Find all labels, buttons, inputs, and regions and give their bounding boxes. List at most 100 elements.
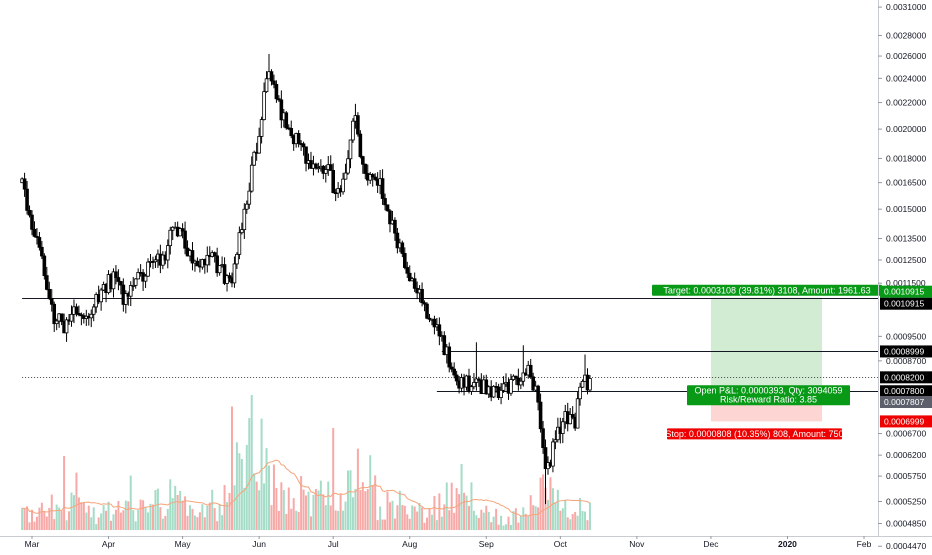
time-tick-label: Nov	[629, 539, 645, 549]
candle-body	[32, 228, 37, 237]
price-tick-label: 0.0008700	[886, 356, 926, 366]
candle	[356, 112, 360, 137]
price-tick-label: 0.0005750	[886, 471, 926, 481]
price-tick-label: 0.0016500	[886, 178, 926, 188]
candle	[442, 331, 447, 356]
volume-bar	[556, 489, 559, 530]
volume-bar	[45, 516, 48, 530]
volume-bar	[70, 492, 73, 530]
volume-bar	[68, 511, 71, 530]
price-label: 0.0010915	[880, 285, 932, 298]
candle	[383, 193, 387, 211]
volume-bar	[295, 510, 298, 530]
candle-body	[383, 198, 387, 206]
candle	[568, 407, 573, 425]
pnl-label-text: Open P&L: 0.0000393, Qty: 3094059	[694, 386, 842, 396]
candle	[99, 287, 103, 311]
candle-body	[153, 259, 158, 263]
time-axis[interactable]: Mar Apr May Jun Jul Aug Sep Oct Nov Dec 2020 Feb	[25, 536, 872, 549]
candle	[77, 305, 81, 317]
candle-body	[128, 285, 133, 297]
volume-bar	[514, 508, 517, 530]
volume-bar	[517, 522, 520, 530]
pnl-label-bg	[687, 385, 850, 406]
volume-bar	[240, 459, 243, 530]
candle	[146, 258, 150, 277]
price-tick-label: 0.0026000	[886, 51, 926, 61]
candle	[348, 139, 353, 169]
volume-bar	[312, 494, 315, 530]
candle	[422, 300, 427, 312]
candle-body	[190, 250, 195, 264]
candle	[578, 382, 582, 406]
candle	[432, 315, 437, 335]
volume-bar	[38, 507, 41, 530]
volume-bar	[258, 490, 261, 530]
volume-bar	[176, 494, 179, 530]
candle-body	[183, 230, 187, 249]
candle-body	[575, 398, 580, 429]
volume-bar	[519, 515, 522, 530]
volume-bar	[260, 418, 263, 530]
volume-bar	[388, 502, 391, 530]
candle	[358, 130, 363, 159]
volume-bar	[411, 505, 414, 530]
candle-body	[170, 226, 175, 231]
candle	[407, 265, 412, 282]
candle	[541, 420, 545, 454]
volume-bar	[351, 497, 354, 530]
volume-bar	[159, 507, 162, 530]
candle-body	[301, 143, 306, 148]
candle	[388, 209, 392, 233]
volume-bar	[579, 498, 582, 530]
candle-body	[422, 302, 427, 305]
candle-body	[361, 156, 365, 165]
price-tick-label: 0.0015000	[886, 204, 926, 214]
candle	[553, 430, 558, 450]
candle	[222, 257, 227, 286]
volume-bar	[58, 507, 61, 530]
candle-body	[89, 313, 94, 319]
candle	[425, 302, 429, 320]
candle	[124, 290, 128, 314]
volume-bar	[421, 507, 424, 530]
volume-bar	[438, 493, 441, 530]
candle	[64, 317, 69, 342]
volume-bar	[110, 520, 112, 530]
candle-body	[37, 237, 42, 248]
candle-body	[279, 99, 284, 121]
candle	[296, 130, 301, 148]
candle-body	[146, 261, 150, 277]
price-tick-label: 0.0020000	[886, 124, 926, 134]
volume-bar	[287, 487, 290, 530]
volume-bar	[376, 520, 379, 530]
price-axis[interactable]: 0.0031000 0.0028000 0.0026000 0.0024000 0.00…	[878, 2, 926, 551]
price-label: 0.0007807	[880, 395, 932, 408]
candle	[341, 172, 345, 195]
volume-bar	[332, 428, 335, 530]
candle-body	[111, 271, 116, 290]
candle	[575, 392, 580, 429]
volume-bar	[403, 505, 406, 530]
candle	[412, 272, 417, 293]
candle-body	[551, 441, 555, 467]
candle	[49, 289, 54, 312]
candle-body	[437, 324, 442, 337]
target-zone[interactable]	[710, 297, 823, 392]
candle-body	[452, 368, 456, 376]
candle	[351, 118, 355, 143]
volume-bar	[151, 504, 154, 530]
candle	[212, 251, 217, 263]
candle-body	[388, 210, 392, 225]
candle	[232, 256, 237, 288]
price-tick-label: 0.0005250	[886, 496, 926, 506]
price-tick-label: 0.0009500	[886, 331, 926, 341]
time-tick-label: May	[175, 539, 192, 549]
volume-bar	[381, 519, 384, 530]
volume-bar	[100, 513, 103, 530]
volume-bar	[364, 491, 367, 530]
candle	[52, 301, 57, 332]
volume-bar	[512, 511, 515, 530]
